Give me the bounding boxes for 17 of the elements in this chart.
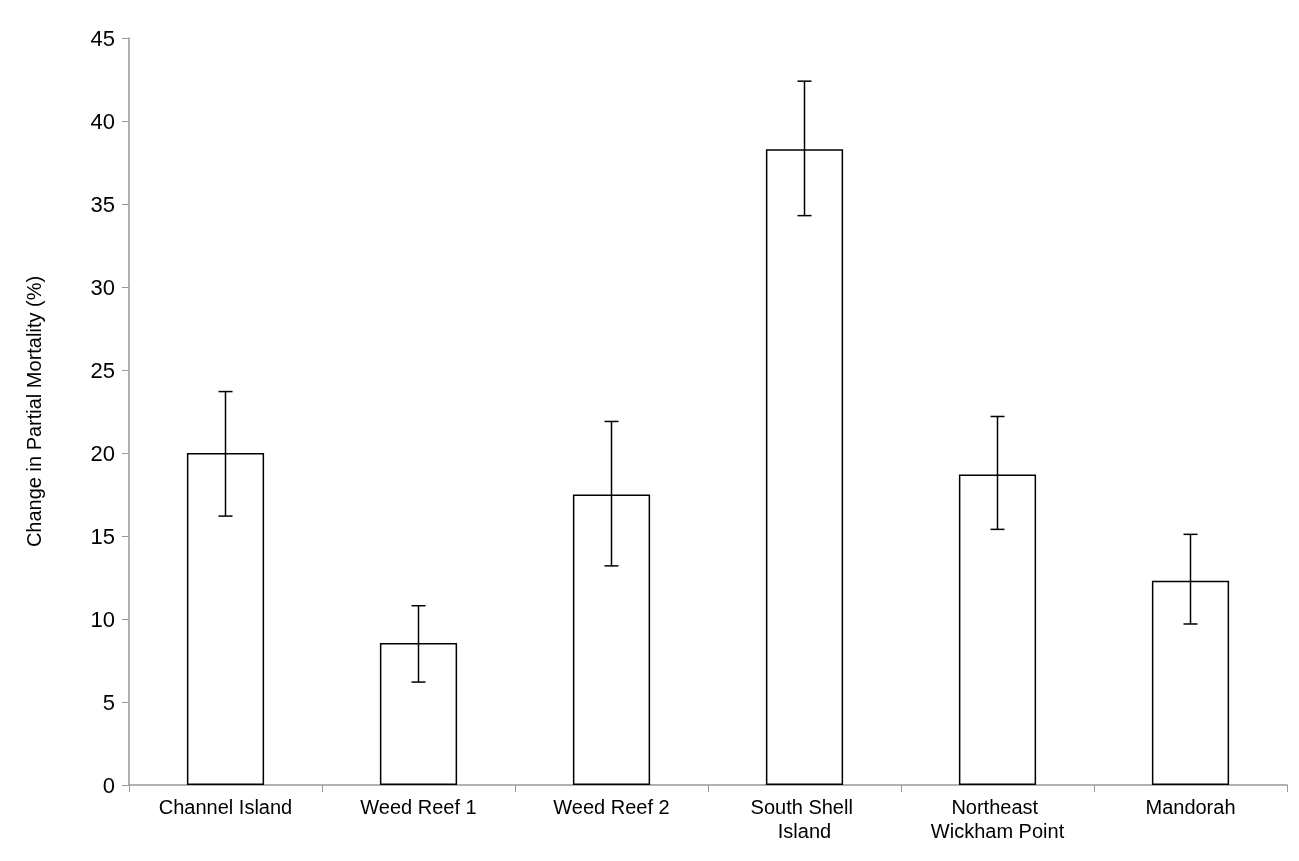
y-tick-label: 35 bbox=[90, 191, 115, 217]
y-tick-label: 30 bbox=[90, 274, 115, 300]
y-tick-label: 0 bbox=[102, 772, 115, 798]
y-tick-label: 10 bbox=[90, 606, 115, 632]
y-tick-label: 15 bbox=[90, 523, 115, 549]
y-tick-label: 20 bbox=[90, 440, 115, 466]
y-axis-title: Change in Partial Mortality (%) bbox=[23, 275, 45, 548]
x-tick-label: Mandorah bbox=[1145, 796, 1236, 818]
x-tick-label: Weed Reef 2 bbox=[553, 796, 670, 818]
y-tick-label: 25 bbox=[90, 357, 115, 383]
x-tick-label: Channel Island bbox=[158, 796, 293, 818]
y-tick-label: 40 bbox=[90, 108, 115, 134]
y-tick-label: 45 bbox=[90, 25, 115, 51]
x-tick-label: Northeast Wickham Point bbox=[930, 796, 1065, 842]
x-tick-label: South Shell Island bbox=[750, 796, 859, 842]
x-tick-label: Weed Reef 1 bbox=[360, 796, 477, 818]
y-tick-label: 5 bbox=[102, 689, 115, 715]
